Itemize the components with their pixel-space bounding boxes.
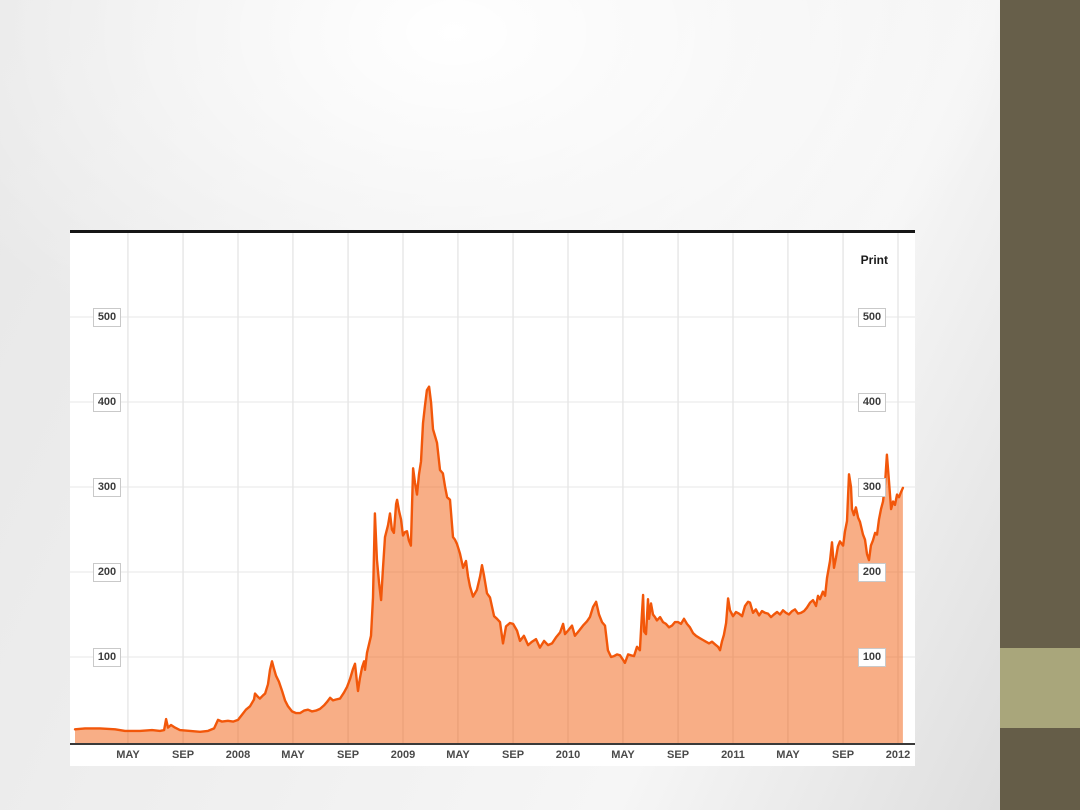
x-tick-label: 2011 xyxy=(721,749,745,761)
y-tick-label: 500 xyxy=(93,307,121,327)
y-tick-label: 500 xyxy=(858,307,886,327)
price-line xyxy=(73,385,905,733)
x-tick-label: MAY xyxy=(281,749,305,761)
x-tick-label: MAY xyxy=(611,749,635,761)
x-tick-label: SEP xyxy=(832,749,855,761)
print-link[interactable]: Print xyxy=(860,253,888,267)
y-tick-label: 100 xyxy=(93,647,121,667)
x-tick-label: 2009 xyxy=(390,749,416,761)
y-tick-label: 400 xyxy=(93,392,121,412)
strip-segment-light xyxy=(1000,648,1080,728)
x-tick-label: MAY xyxy=(116,749,140,761)
y-tick-label: 400 xyxy=(858,392,886,412)
y-tick-label: 100 xyxy=(858,647,886,667)
x-tick-label: 2010 xyxy=(555,749,581,761)
x-tick-label: SEP xyxy=(172,749,195,761)
x-tick-label: 2012 xyxy=(885,749,911,761)
x-tick-label: MAY xyxy=(446,749,470,761)
x-tick-label: SEP xyxy=(502,749,525,761)
chart-top-border xyxy=(70,230,915,233)
price-area xyxy=(75,386,903,743)
x-tick-label: SEP xyxy=(667,749,690,761)
strip-segment-dark-bottom xyxy=(1000,728,1080,810)
y-tick-label: 200 xyxy=(858,562,886,582)
slide-theme-strip xyxy=(1000,0,1080,810)
y-tick-label: 300 xyxy=(858,477,886,497)
price-chart-panel: Print 500 400 300 200 100 500 400 300 200 100 MA… xyxy=(70,230,915,766)
y-tick-label: 200 xyxy=(93,562,121,582)
plot-svg xyxy=(70,233,915,745)
x-tick-label: 2008 xyxy=(225,749,251,761)
y-tick-label: 300 xyxy=(93,477,121,497)
strip-segment-dark-top xyxy=(1000,0,1080,648)
x-tick-label: MAY xyxy=(776,749,800,761)
x-tick-label: SEP xyxy=(337,749,360,761)
